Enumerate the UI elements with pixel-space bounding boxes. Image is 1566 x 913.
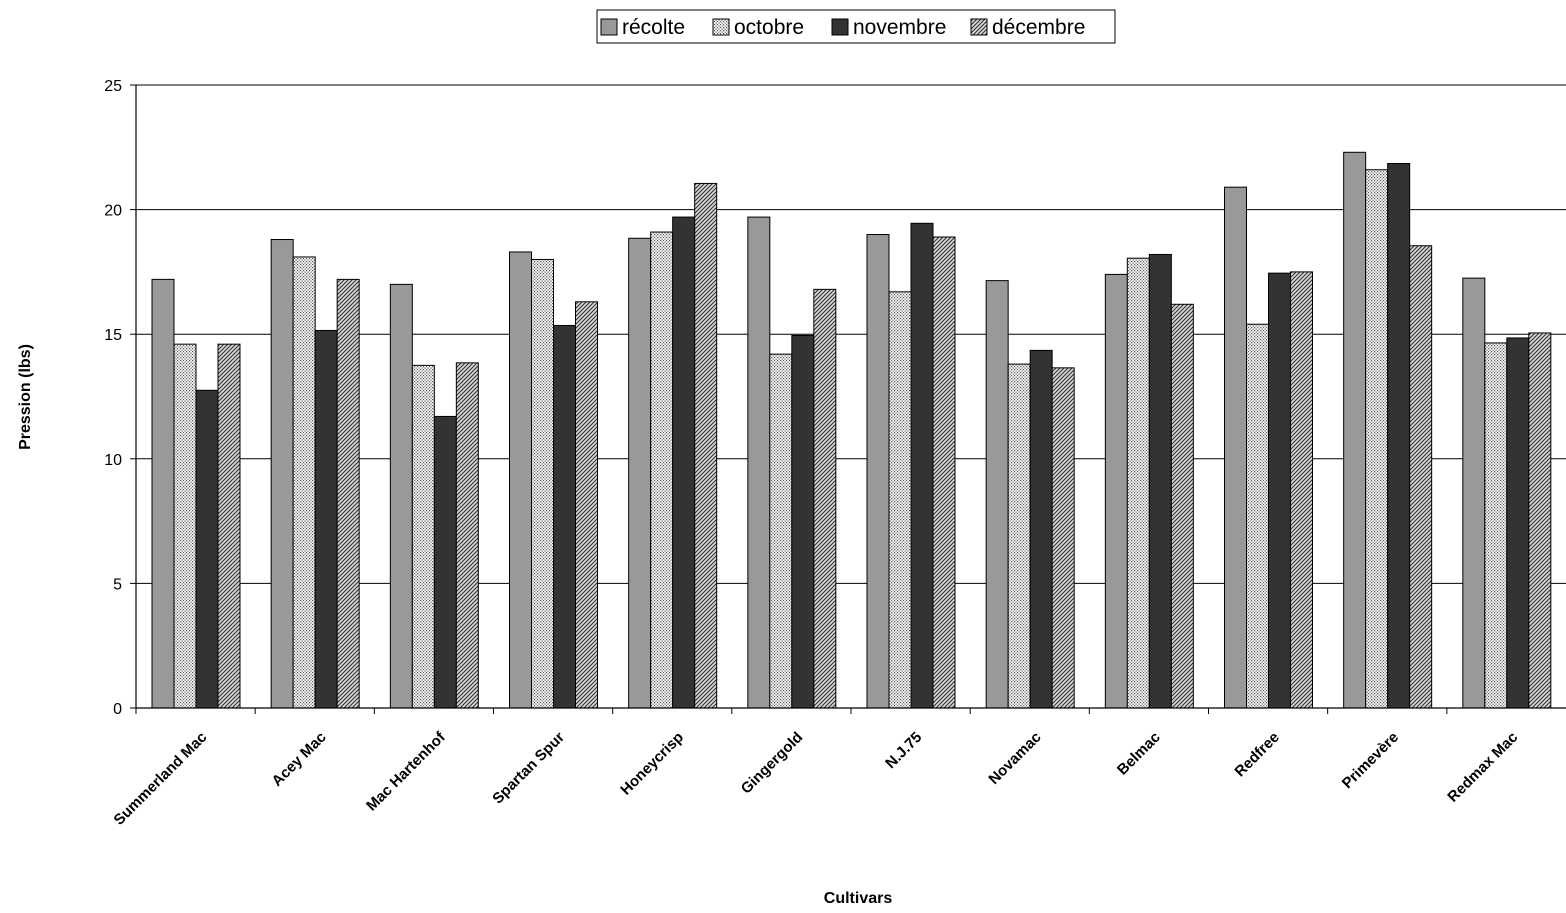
y-tick-label: 25 <box>104 78 122 95</box>
bar-novembre-spartan-spur <box>553 324 576 709</box>
x-tick-label: Belmac <box>1114 729 1164 779</box>
bar-octobre-gingergold <box>769 353 793 709</box>
bar-octobre-spartan-spur <box>531 258 554 709</box>
bar-novembre-mac-hartenhof <box>433 415 457 709</box>
bar-novembre-summerland-mac <box>195 389 219 709</box>
bar-octobre-honeycrisp <box>650 231 674 709</box>
bar-decembre-honeycrisp <box>694 182 718 709</box>
legend-label-decembre: décembre <box>992 16 1085 39</box>
bar-recolte-novamac <box>985 280 1009 709</box>
bar-novembre-acey-mac <box>314 329 338 709</box>
bar-octobre-mac-hartenhof <box>411 364 435 709</box>
x-tick-label: Mac Hartenhof <box>363 728 449 814</box>
bar-recolte-acey-mac <box>270 239 294 709</box>
x-tick-label: Acey Mac <box>269 729 330 790</box>
bar-novembre-primevere <box>1387 162 1411 709</box>
bar-decembre-acey-mac <box>336 278 360 709</box>
legend-box <box>596 9 1116 44</box>
bar-novembre-n-j-75 <box>910 222 934 709</box>
x-tick-label: Spartan Spur <box>489 729 568 808</box>
bars <box>151 151 1552 709</box>
bar-recolte-redmax-mac <box>1462 277 1486 709</box>
bar-octobre-redfree <box>1246 323 1269 709</box>
bar-recolte-primevere <box>1343 151 1367 709</box>
bar-decembre-gingergold <box>813 288 837 709</box>
bar-decembre-belmac <box>1170 303 1194 709</box>
legend-label-recolte: récolte <box>622 16 685 39</box>
bar-recolte-n-j-75 <box>866 234 890 709</box>
bar-novembre-gingergold <box>791 334 815 709</box>
bar-decembre-novamac <box>1051 367 1075 709</box>
y-tick-label: 5 <box>113 576 122 593</box>
bar-novembre-redfree <box>1268 272 1291 709</box>
bar-octobre-primevere <box>1365 169 1389 709</box>
bar-recolte-mac-hartenhof <box>389 283 413 709</box>
bar-octobre-novamac <box>1007 363 1031 709</box>
bar-octobre-redmax-mac <box>1484 342 1508 709</box>
bar-novembre-belmac <box>1148 253 1172 709</box>
bar-recolte-honeycrisp <box>628 237 652 709</box>
legend-swatch-recolte <box>600 18 618 36</box>
y-tick-label: 10 <box>104 452 122 469</box>
bar-recolte-spartan-spur <box>509 251 532 709</box>
y-tick-label: 20 <box>104 203 122 220</box>
bar-novembre-redmax-mac <box>1506 337 1530 709</box>
x-tick-label: N.J.75 <box>882 729 925 772</box>
legend-label-octobre: octobre <box>734 16 804 39</box>
bar-decembre-redmax-mac <box>1528 332 1552 709</box>
x-tick-label: Novamac <box>985 729 1044 788</box>
bar-recolte-summerland-mac <box>151 278 175 709</box>
bar-decembre-primevere <box>1409 245 1433 709</box>
bar-octobre-n-j-75 <box>888 291 912 709</box>
bar-octobre-acey-mac <box>292 256 316 709</box>
x-axis-label: Cultivars <box>824 890 893 907</box>
x-tick-label: Gingergold <box>738 729 807 798</box>
x-tick-label: Honeycrisp <box>617 729 687 799</box>
y-tick-label: 15 <box>104 327 122 344</box>
bar-recolte-belmac <box>1104 273 1128 709</box>
bar-decembre-mac-hartenhof <box>455 362 479 709</box>
x-tick-label: Redmax Mac <box>1444 729 1521 806</box>
bar-recolte-gingergold <box>747 216 771 709</box>
x-tick-label: Summerland Mac <box>111 729 211 829</box>
bar-novembre-novamac <box>1029 349 1053 709</box>
bar-decembre-summerland-mac <box>217 343 241 709</box>
bar-decembre-spartan-spur <box>575 301 598 709</box>
x-tick-label: Primevère <box>1339 729 1402 792</box>
bar-decembre-redfree <box>1290 271 1313 709</box>
bar-novembre-honeycrisp <box>672 216 696 709</box>
y-axis-label: Pression (lbs) <box>17 344 34 450</box>
legend-swatch-octobre <box>712 18 730 36</box>
gridlines <box>136 84 1566 584</box>
bar-decembre-n-j-75 <box>932 236 956 709</box>
legend-label-novembre: novembre <box>853 16 946 39</box>
bar-octobre-summerland-mac <box>173 343 197 709</box>
legend-swatch-novembre <box>831 18 849 36</box>
bar-octobre-belmac <box>1126 257 1150 709</box>
x-tick-label: Redfree <box>1231 729 1283 781</box>
legend-swatch-decembre <box>970 18 988 36</box>
bar-recolte-redfree <box>1224 186 1247 709</box>
y-tick-label: 0 <box>113 701 122 718</box>
legend: récolte octobre novembre décembre <box>596 9 1116 44</box>
